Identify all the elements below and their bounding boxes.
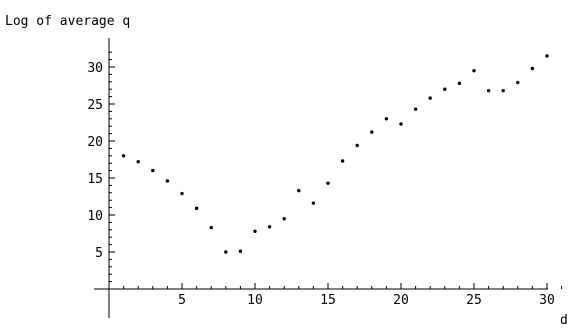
data-point	[136, 160, 140, 164]
data-point	[253, 229, 257, 233]
y-tick-label: 15	[87, 172, 103, 187]
data-point	[238, 249, 243, 253]
data-point	[545, 54, 549, 58]
data-point	[267, 225, 272, 229]
data-point	[151, 168, 155, 173]
data-point	[194, 206, 199, 211]
data-point	[399, 122, 403, 126]
x-axis-label: d	[560, 313, 568, 328]
data-point	[472, 69, 476, 73]
axis-ticks	[109, 51, 563, 289]
x-tick-label: 10	[247, 293, 263, 308]
x-tick-label: 5	[178, 293, 186, 308]
y-tick-label: 25	[87, 98, 103, 113]
data-point	[501, 88, 505, 93]
data-point	[413, 107, 418, 111]
data-point	[209, 225, 213, 230]
data-point	[165, 179, 170, 183]
data-point	[282, 217, 286, 221]
y-tick-label: 30	[87, 61, 103, 76]
data-point	[355, 143, 359, 148]
data-point	[180, 191, 184, 196]
data-point	[384, 117, 389, 121]
x-tick-label: 30	[539, 293, 555, 308]
x-tick-label: 20	[393, 293, 409, 308]
y-tick-label: 20	[87, 135, 103, 150]
x-tick-label: 25	[466, 293, 482, 308]
data-point	[516, 80, 520, 85]
data-point	[457, 81, 462, 85]
data-point	[370, 130, 374, 134]
data-point	[340, 159, 345, 163]
x-tick-label: 15	[320, 293, 336, 308]
data-point	[443, 87, 447, 91]
data-point	[326, 181, 330, 185]
data-point	[428, 96, 432, 100]
data-point	[486, 88, 491, 93]
tick-labels: 5 10 15 20 25 30 5 10 15 20 25 30	[87, 61, 554, 308]
data-point	[530, 66, 535, 71]
data-point	[121, 154, 126, 158]
y-axis-label: Log of average q	[5, 14, 130, 29]
y-tick-label: 5	[95, 246, 103, 261]
data-point	[311, 201, 316, 205]
data-point	[224, 250, 228, 254]
data-points	[121, 54, 549, 254]
y-tick-label: 10	[87, 209, 103, 224]
data-point	[297, 188, 301, 193]
